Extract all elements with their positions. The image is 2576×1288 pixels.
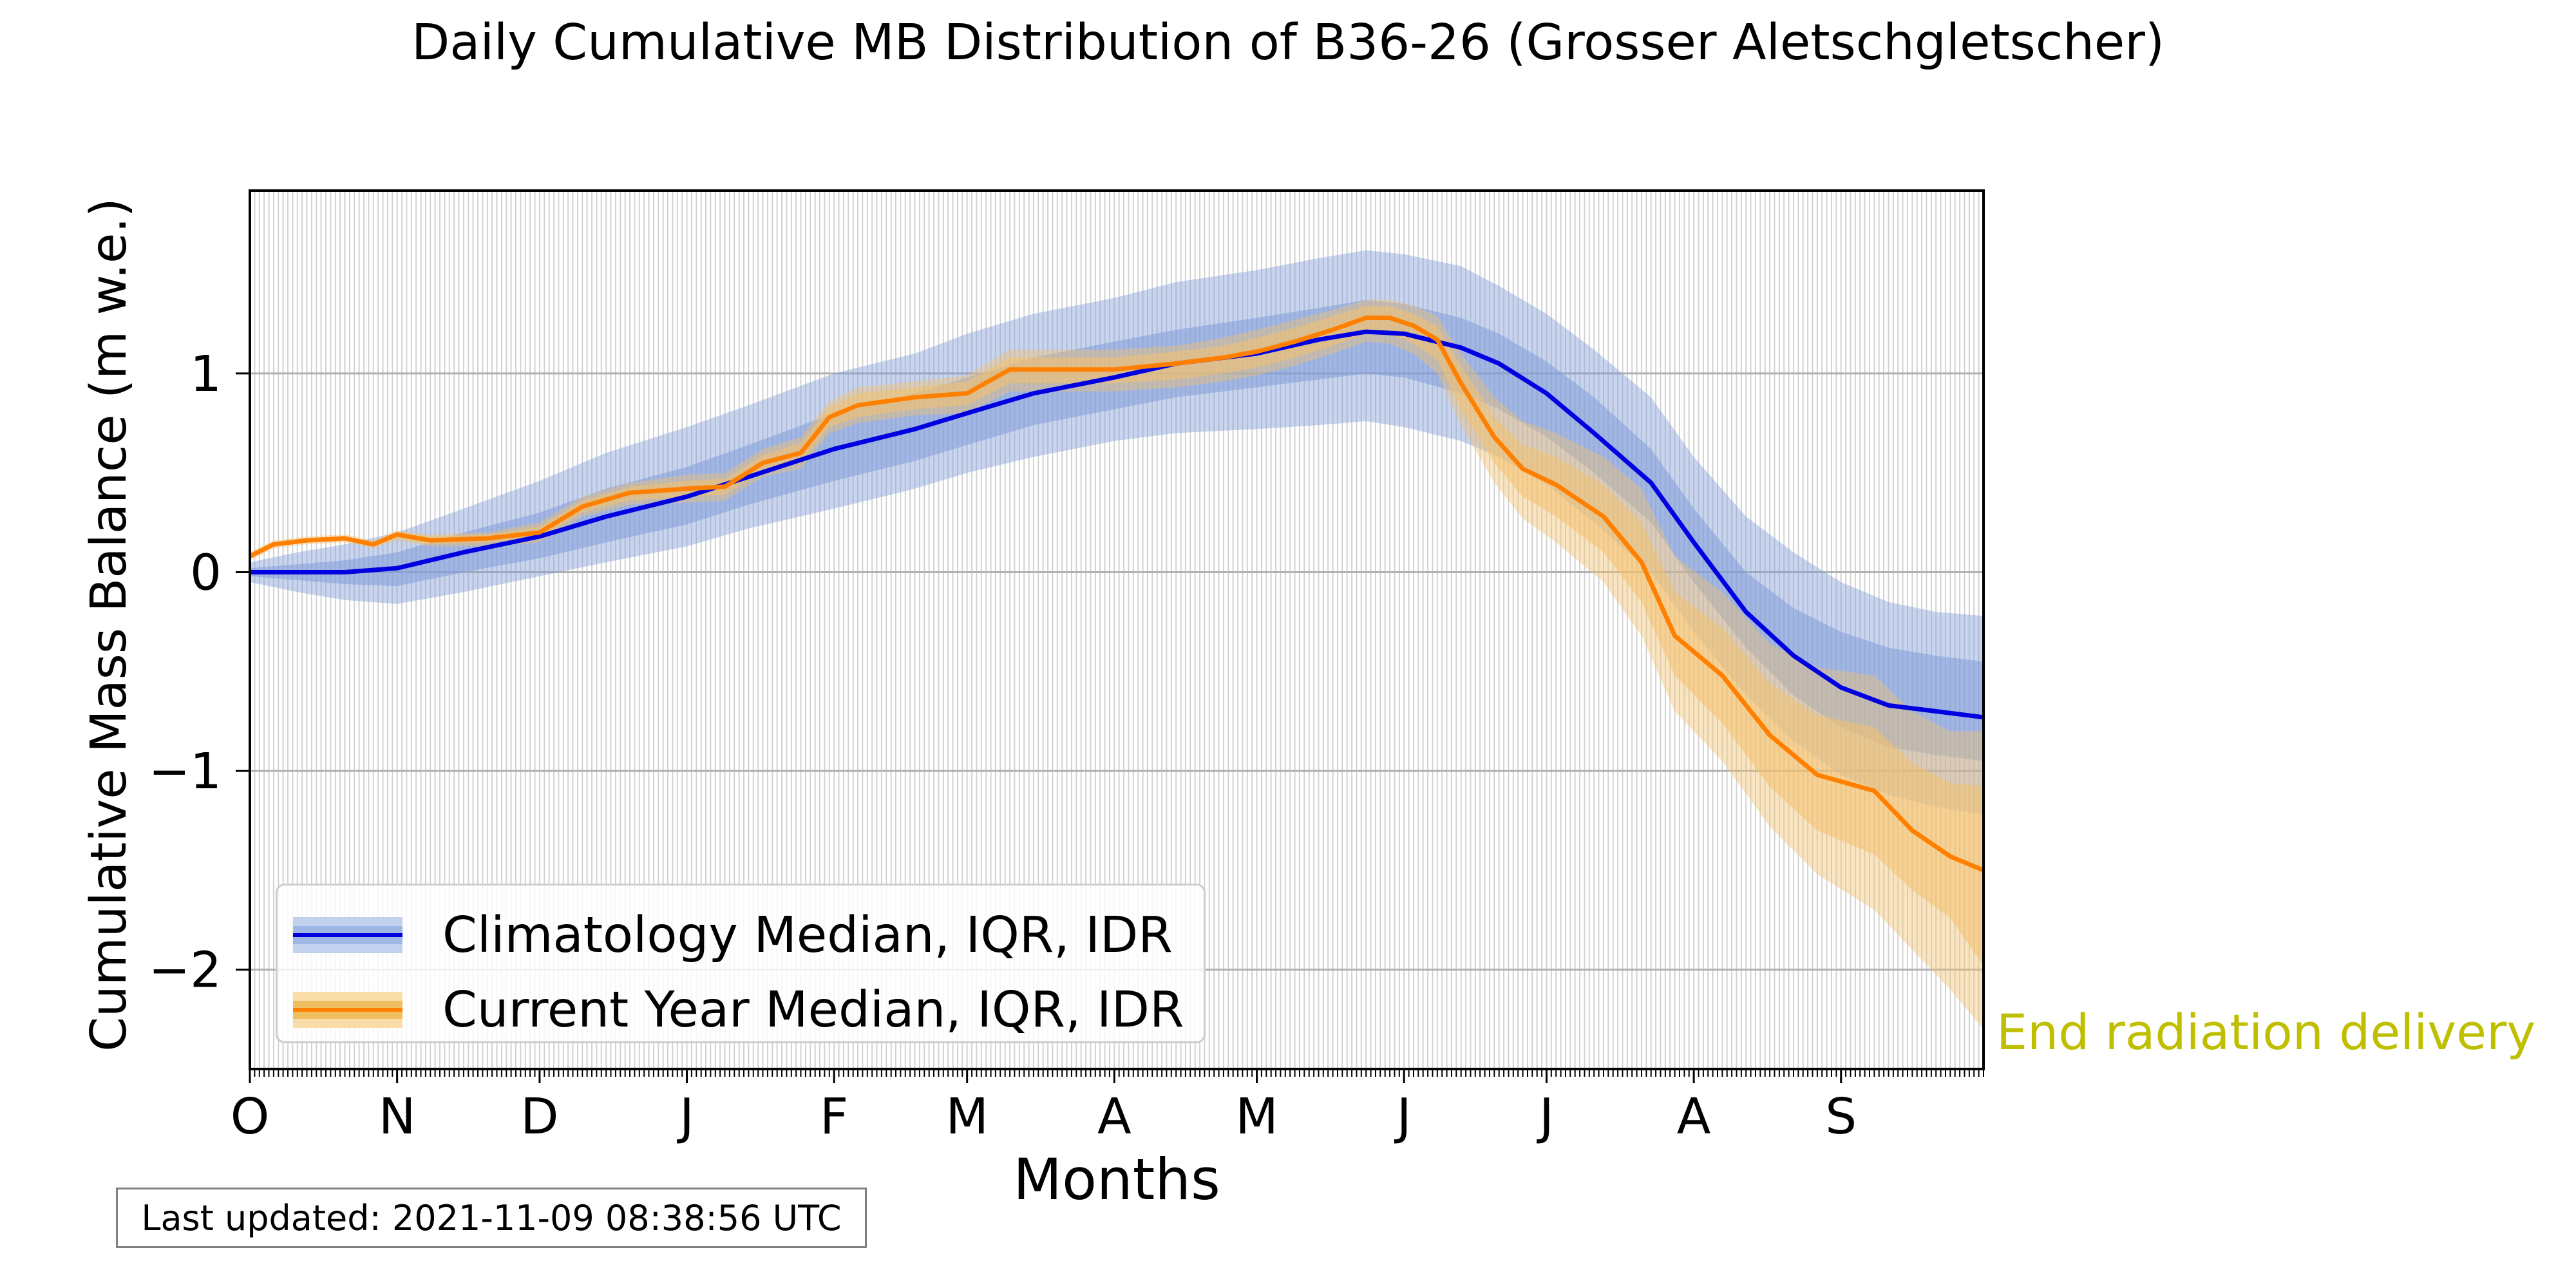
last-updated-box: Last updated: 2021-11-09 08:38:56 UTC xyxy=(116,1188,867,1248)
y-tick-label: 0 xyxy=(190,545,222,602)
y-tick-label: 1 xyxy=(190,346,222,403)
x-tick-label: A xyxy=(1677,1088,1711,1146)
end-radiation-annotation: End radiation delivery xyxy=(1996,1003,2536,1061)
current-year-iqr-band xyxy=(250,306,1984,966)
y-axis-label: Cumulative Mass Balance (m w.e.) xyxy=(80,198,138,1052)
legend-item-climatology: Climatology Median, IQR, IDR xyxy=(278,900,1173,971)
x-tick-label: F xyxy=(820,1088,848,1146)
y-tick-layer: −2 −1 0 1 xyxy=(148,346,250,999)
legend-swatch-climatology xyxy=(293,917,402,953)
x-axis-label: Months xyxy=(1013,1146,1220,1213)
plot-frame xyxy=(249,189,1985,1070)
chart-title: Daily Cumulative MB Distribution of B36-… xyxy=(412,14,2164,71)
x-tick-label: A xyxy=(1097,1088,1132,1146)
legend-swatch-median-line xyxy=(293,933,402,937)
legend-swatch-median-line xyxy=(293,1008,402,1012)
x-tick-label: J xyxy=(1394,1088,1412,1146)
climatology-iqr-band xyxy=(250,299,1984,761)
title-layer: Daily Cumulative MB Distribution of B36-… xyxy=(412,14,2164,71)
x-tick-label: O xyxy=(231,1088,270,1146)
legend-swatch-current-year xyxy=(293,992,402,1028)
y-tick-label: −2 xyxy=(148,942,222,999)
x-tick-label: N xyxy=(379,1088,416,1146)
line-layer xyxy=(249,316,1985,873)
chart-legend: Climatology Median, IQR, IDR Current Yea… xyxy=(276,884,1206,1043)
legend-item-current-year: Current Year Median, IQR, IDR xyxy=(278,974,1184,1045)
current-year-median-line xyxy=(249,316,1985,873)
x-tick-label: J xyxy=(1537,1088,1554,1146)
x-tick-label: D xyxy=(520,1088,558,1146)
y-tick-label: −1 xyxy=(148,743,222,800)
legend-label-climatology: Climatology Median, IQR, IDR xyxy=(442,906,1173,964)
axes-layer xyxy=(249,189,1985,1070)
x-tick-label: J xyxy=(677,1088,694,1146)
x-tick-label: M xyxy=(945,1088,988,1146)
x-tick-label: M xyxy=(1235,1088,1278,1146)
x-tick-label: S xyxy=(1825,1088,1857,1146)
legend-label-current-year: Current Year Median, IQR, IDR xyxy=(442,981,1184,1039)
